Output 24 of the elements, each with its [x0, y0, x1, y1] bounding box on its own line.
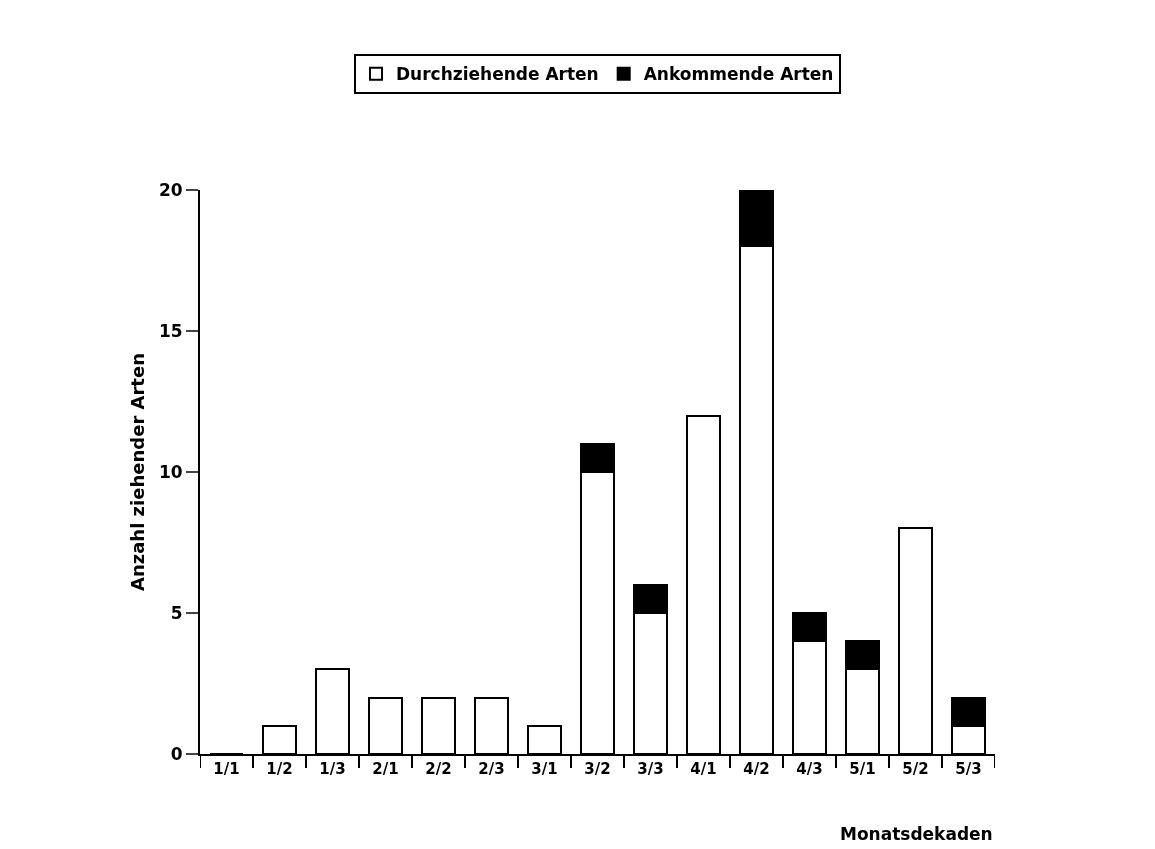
x-tick-label: 3/1: [531, 760, 558, 778]
x-tick-label: 4/2: [743, 760, 770, 778]
x-tick-label: 4/1: [690, 760, 717, 778]
x-tick-label: 5/2: [902, 760, 929, 778]
x-tick-label: 5/1: [849, 760, 876, 778]
x-tick-label: 3/2: [584, 760, 611, 778]
x-tick-label: 3/3: [637, 760, 664, 778]
legend-label: Durchziehende Arten: [396, 64, 599, 85]
legend-label: Ankommende Arten: [643, 64, 834, 85]
y-tick-label: 10: [158, 461, 183, 482]
x-axis-title: Monatsdekaden: [840, 824, 993, 844]
x-tick-label: 2/3: [478, 760, 505, 778]
y-axis-title: Anzahl ziehender Arten: [126, 353, 148, 591]
x-tick-label: 4/3: [796, 760, 823, 778]
x-tick-label: 5/3: [955, 760, 982, 778]
y-tick-label: 20: [158, 179, 183, 200]
x-tick-label: 2/2: [425, 760, 452, 778]
x-tick-label: 1/1: [213, 760, 240, 778]
x-tick-label: 1/2: [266, 760, 293, 778]
y-tick-label: 15: [158, 320, 183, 341]
y-tick-label: 0: [170, 743, 183, 764]
x-tick-label: 2/1: [372, 760, 399, 778]
y-tick-label: 5: [170, 602, 183, 623]
x-tick-label: 1/3: [319, 760, 346, 778]
